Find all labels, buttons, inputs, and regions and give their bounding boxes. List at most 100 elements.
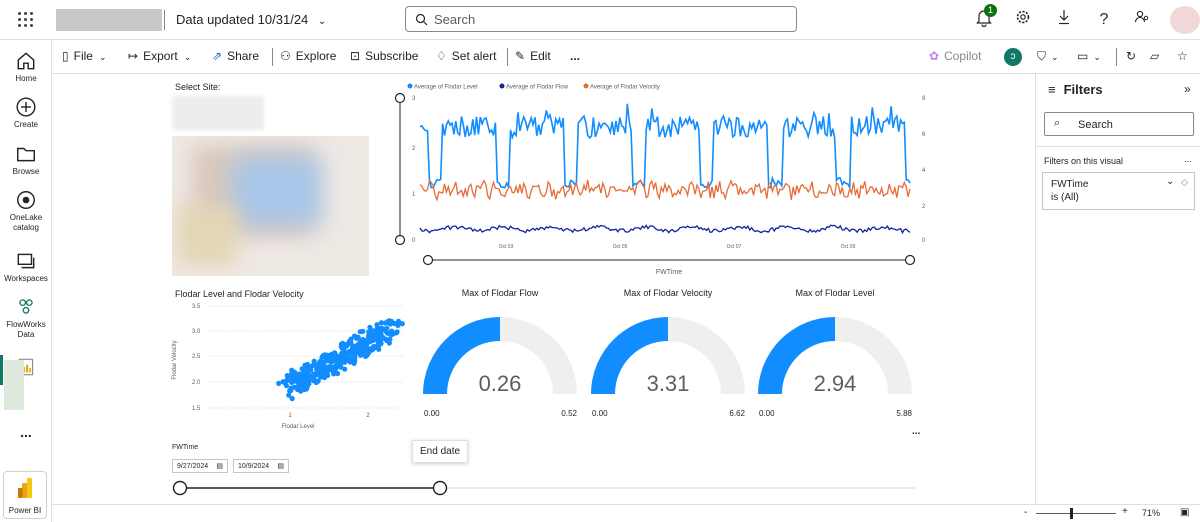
export-label: Export (143, 49, 178, 63)
download-icon[interactable] (1053, 9, 1075, 31)
gauge-track (835, 317, 912, 394)
gauge-visual-2[interactable]: Max of Flodar Level 2.94 0.00 5.88 (755, 286, 915, 418)
site-map-image[interactable] (172, 136, 369, 276)
edit-button[interactable]: ✎ Edit (515, 49, 551, 63)
comment-icon[interactable]: ▱ (1150, 49, 1160, 63)
favorite-star-icon[interactable]: ☆ (1177, 49, 1188, 63)
zoom-in-button[interactable]: + (1122, 506, 1128, 517)
scatter-point (295, 376, 301, 382)
scatter-y-label: Flodar Velocity (172, 340, 178, 379)
clear-filter-icon[interactable]: ◇ (1181, 177, 1188, 187)
search-placeholder: Search (434, 12, 476, 27)
scatter-point (300, 384, 306, 390)
zoom-out-button[interactable]: - (1024, 507, 1028, 518)
gauge-visual-1[interactable]: Max of Flodar Velocity 3.31 0.00 6.62 (588, 286, 748, 418)
scatter-point (324, 352, 330, 358)
share-people-icon[interactable] (1131, 9, 1153, 31)
share-button[interactable]: ⇗ Share (212, 49, 259, 63)
explore-button[interactable]: ⚇ Explore (280, 49, 336, 63)
slider-end-handle[interactable] (432, 480, 448, 496)
filters-pane: ≡ Filters » ⌕ Search Filters on this visu… (1035, 74, 1200, 504)
zoom-control[interactable]: - + 71% ▣ (1020, 505, 1200, 522)
set-alert-button[interactable]: ♢ Set alert (436, 49, 496, 63)
x-zoom-handle-right[interactable] (904, 254, 916, 266)
data-updated-dropdown[interactable]: Data updated 10/31/24 ⌄ (176, 12, 326, 27)
powerbi-switcher[interactable]: Power BI (3, 471, 47, 519)
zoom-slider-track[interactable] (1036, 513, 1116, 514)
scatter-point (359, 339, 366, 345)
nav-more[interactable]: ... (20, 424, 32, 440)
search-icon (415, 13, 428, 26)
scatter-point (347, 359, 353, 365)
share-icon: ⇗ (212, 49, 223, 63)
bookmark-icon: ⛉ (1037, 49, 1047, 63)
avatar[interactable] (1170, 6, 1200, 34)
y-zoom-handle-bottom[interactable] (394, 234, 406, 246)
refresh-icon[interactable]: ↻ (1126, 49, 1137, 63)
scatter-point (284, 373, 290, 379)
date-range-slider[interactable] (170, 476, 920, 498)
filters-section-label: Filters on this visual (1044, 156, 1124, 166)
chevron-down-icon[interactable]: ⌄ (1166, 176, 1175, 187)
nav-workspaces[interactable]: Workspaces (0, 250, 52, 284)
nav-flowworks-data[interactable]: FlowWorks Data (0, 296, 52, 340)
site-slicer-redacted[interactable] (172, 96, 264, 130)
left-axis-tick: 0 (412, 238, 416, 244)
section-more-options[interactable]: ... (1184, 154, 1192, 164)
scatter-point (311, 373, 317, 379)
gauge-value: 3.31 (647, 371, 690, 396)
legend-item-1[interactable]: Average of Flodar Flow (499, 83, 569, 91)
search-input[interactable]: Search (405, 6, 797, 32)
start-date-input[interactable]: 9/27/2024 ▤ (172, 459, 228, 473)
filters-search-placeholder: Search (1078, 119, 1113, 131)
scatter-point (308, 367, 314, 373)
date-slicer[interactable]: FWTime 9/27/2024 ▤ 10/9/2024 ▤ (170, 444, 920, 504)
subscribe-button[interactable]: ⊡ Subscribe (350, 49, 418, 63)
chevron-down-icon: ⌄ (317, 16, 327, 27)
onelake-icon (17, 191, 35, 209)
scatter-chart[interactable]: 3.53.02.52.01.5 123 Flodar Level Flodar … (168, 300, 408, 434)
gauge-visual-0[interactable]: Max of Flodar Flow 0.26 0.00 0.52 (420, 286, 580, 418)
legend-item-0[interactable]: Average of Flodar Level (407, 83, 478, 91)
scatter-x-label: Flodar Level (281, 424, 314, 430)
copilot-button[interactable]: ✿ Copilot (929, 49, 981, 63)
end-date-input[interactable]: 10/9/2024 ▤ (233, 459, 289, 473)
nav-workspaces-label: Workspaces (4, 274, 48, 283)
more-actions-button[interactable]: ... (570, 49, 581, 63)
scatter-point (357, 329, 363, 335)
export-menu-button[interactable]: ↦ Export ⌄ (128, 49, 191, 63)
filters-search-input[interactable]: ⌕ Search (1044, 112, 1194, 136)
gear-icon[interactable] (1012, 9, 1034, 31)
nav-onelake-catalog[interactable]: OneLake catalog (0, 189, 52, 233)
legend-item-2[interactable]: Average of Flodar Velocity (583, 83, 660, 91)
nav-create[interactable]: Create (0, 96, 52, 130)
bookmark-button[interactable]: ⛉ ⌄ (1037, 49, 1059, 64)
nav-home[interactable]: Home (0, 50, 52, 84)
gauge-value: 2.94 (814, 371, 857, 396)
collapse-pane-icon[interactable]: » (1184, 82, 1191, 96)
fit-page-icon[interactable]: ▣ (1180, 507, 1190, 518)
x-zoom-handle-left[interactable] (422, 254, 434, 266)
scatter-point (351, 343, 357, 349)
scatter-point (378, 341, 384, 347)
scatter-point (303, 379, 309, 385)
gauge-arc: 2.94 0.00 5.88 (758, 317, 913, 418)
chevron-down-icon: ⌄ (1051, 52, 1059, 62)
y-zoom-handle-top[interactable] (394, 92, 406, 104)
workspace-name-redacted[interactable] (56, 9, 162, 31)
filter-card-fwtime[interactable]: FWTime is (All) ⌄ ◇ (1042, 172, 1195, 210)
scatter-point (307, 377, 313, 383)
copilot-status-icon[interactable]: ↄ (1004, 48, 1022, 66)
app-launcher-icon[interactable] (18, 12, 34, 28)
line-chart[interactable]: Average of Flodar Level Average of Flodar… (390, 78, 930, 274)
nav-browse[interactable]: Browse (0, 143, 52, 177)
visual-more-options[interactable]: ... (912, 426, 921, 437)
slider-start-handle[interactable] (172, 480, 188, 496)
file-label: File (73, 49, 93, 63)
view-button[interactable]: ▭ ⌄ (1077, 49, 1101, 63)
scatter-point (344, 352, 350, 358)
zoom-slider-thumb[interactable] (1070, 508, 1073, 519)
help-icon[interactable]: ? (1099, 11, 1109, 28)
file-menu-button[interactable]: ▯ File ⌄ (62, 49, 107, 63)
